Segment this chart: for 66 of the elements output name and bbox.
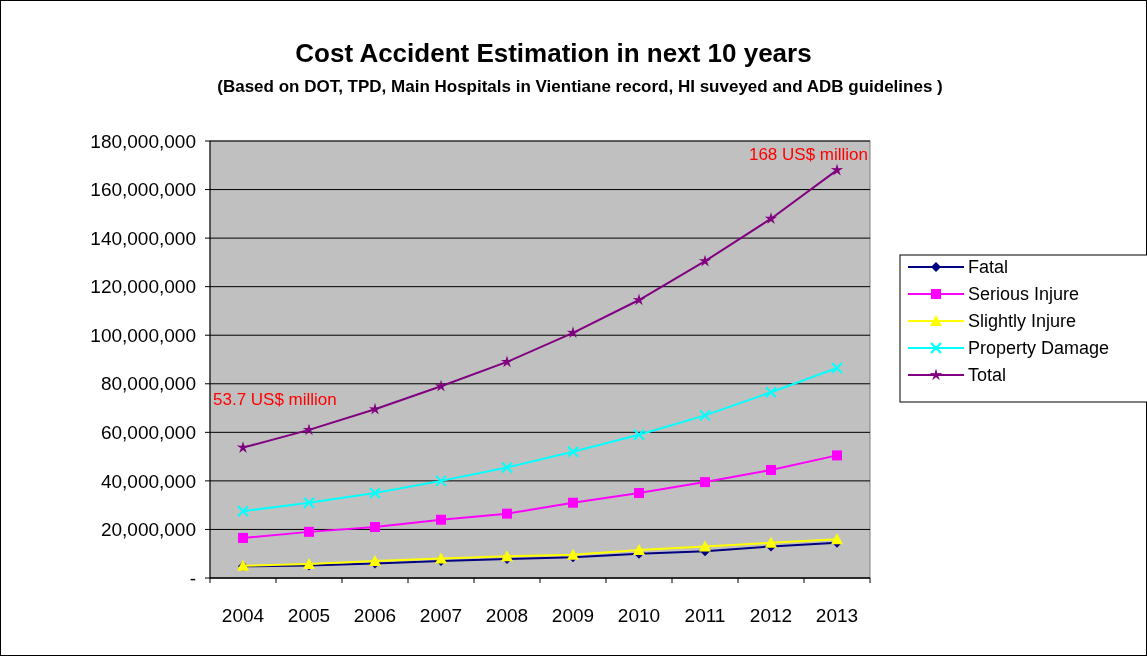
point: [500, 355, 514, 368]
x-tick-label: 2008: [485, 605, 529, 626]
y-tick-label: 40,000,000: [100, 470, 196, 492]
legend-label: Property Damage: [968, 338, 1110, 359]
point: [501, 550, 513, 562]
point: [700, 477, 710, 488]
point: [434, 379, 448, 392]
legend-label: Serious Injure: [968, 284, 1080, 305]
point: [765, 536, 777, 548]
x-tick-label: 2006: [353, 605, 397, 626]
y-tick-label: 140,000,000: [90, 227, 196, 249]
y-tick-label: 20,000,000: [100, 519, 196, 541]
point: [568, 497, 578, 508]
y-tick-label: 80,000,000: [100, 373, 196, 395]
legend-label: Fatal: [968, 257, 1009, 278]
point: [502, 508, 512, 519]
point: [698, 254, 712, 267]
x-tick-label: 2009: [551, 605, 595, 626]
x-tick-label: 2013: [815, 605, 859, 626]
point: [436, 514, 446, 525]
annotation: 168 US$ million: [748, 145, 868, 165]
point: [831, 533, 843, 545]
point: [634, 488, 644, 499]
annotation: 53.7 US$ million: [213, 389, 337, 409]
y-tick-label: 120,000,000: [90, 276, 196, 298]
point: [435, 474, 447, 487]
y-tick-label: 160,000,000: [90, 179, 196, 201]
point: [832, 450, 842, 461]
point: [303, 496, 315, 509]
point: [831, 362, 843, 374]
chart-title: Cost Accident Estimation in next 10 years: [295, 38, 812, 68]
point: [699, 540, 711, 552]
point: [764, 212, 778, 224]
x-tick-label: 2004: [221, 605, 265, 626]
x-tick-label: 2012: [749, 605, 793, 626]
y-tick-label: -: [189, 567, 196, 589]
point: [238, 532, 248, 543]
point: [304, 526, 314, 537]
x-tick-label: 2011: [684, 605, 726, 626]
x-tick-label: 2007: [419, 605, 463, 626]
point: [368, 402, 382, 415]
point: [830, 163, 844, 176]
point: [501, 461, 513, 474]
point: [633, 544, 645, 556]
point: [699, 409, 711, 422]
x-tick-label: 2010: [617, 605, 661, 626]
point: [566, 326, 580, 339]
legend-label: Total: [968, 365, 1007, 386]
y-tick-label: 180,000,000: [90, 130, 196, 152]
point: [567, 548, 579, 560]
point: [633, 428, 645, 441]
chart-subtitle: (Based on DOT, TPD, Main Hospitals in Vientiane record, HI suveyed and ADB guidelines ): [216, 76, 944, 98]
point: [370, 522, 380, 533]
point: [435, 552, 447, 564]
point: [632, 293, 646, 306]
y-tick-label: 60,000,000: [100, 421, 196, 443]
point: [236, 441, 250, 453]
point: [302, 423, 316, 436]
point: [765, 386, 777, 399]
x-tick-label: 2005: [287, 605, 331, 626]
point: [369, 487, 381, 500]
legend-label: Slightly Injure: [968, 311, 1077, 332]
point: [237, 505, 249, 518]
point: [567, 445, 579, 458]
y-tick-label: 100,000,000: [90, 324, 196, 346]
point: [766, 464, 776, 475]
